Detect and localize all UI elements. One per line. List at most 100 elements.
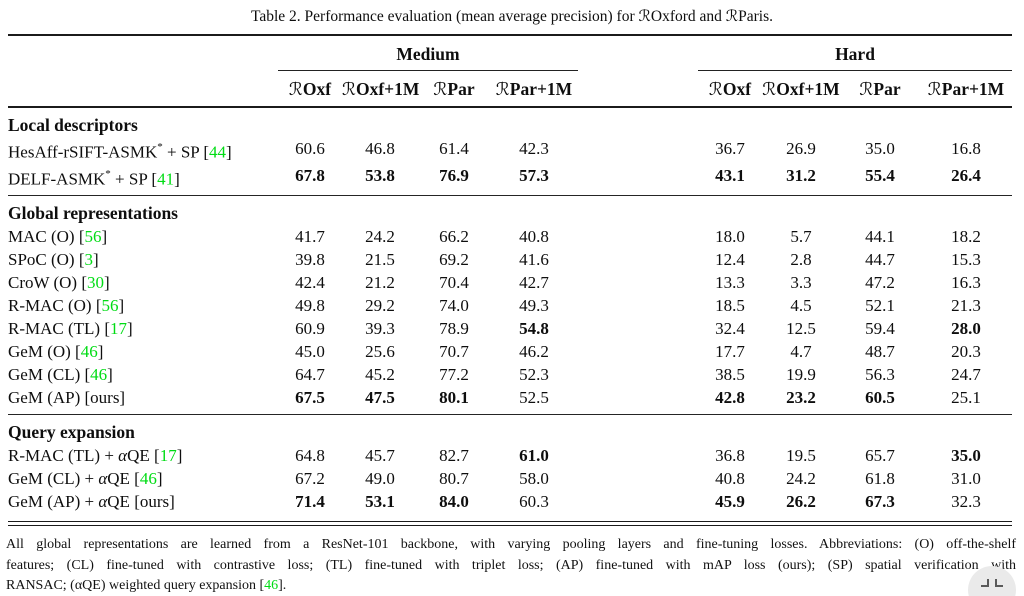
metric-value: 32.3 <box>951 492 981 512</box>
metric-value: 44.7 <box>865 250 895 270</box>
column-header: ℛPar <box>859 79 901 100</box>
citation-link[interactable]: 30 <box>87 273 104 293</box>
metric-value: 56.3 <box>865 365 895 385</box>
section-rule <box>8 414 1012 416</box>
method-label: CroW (O) [30] <box>8 273 110 293</box>
metric-value: 25.1 <box>951 388 981 408</box>
spacer-cell <box>578 36 698 71</box>
metric-value: 18.0 <box>715 227 745 247</box>
spacer-cell <box>578 137 698 164</box>
column-group-header-medium: Medium <box>278 36 578 71</box>
metric-value: 13.3 <box>715 273 745 293</box>
metric-value: 24.2 <box>365 227 395 247</box>
metric-value: 24.2 <box>786 469 816 489</box>
metric-value: 40.8 <box>715 469 745 489</box>
metric-value: 70.7 <box>439 342 469 362</box>
metric-value: 52.5 <box>519 388 549 408</box>
metric-value: 52.3 <box>519 365 549 385</box>
metric-value: 45.9 <box>715 492 745 512</box>
footnote-text: RANSAC; (αQE) weighted query expansion [ <box>6 578 265 594</box>
metric-value: 77.2 <box>439 365 469 385</box>
column-header: ℛPar+1M <box>927 79 1005 100</box>
metric-value: 31.0 <box>951 469 981 489</box>
citation-link[interactable]: 46 <box>139 469 157 489</box>
citation-link[interactable]: 56 <box>101 296 119 316</box>
metric-value: 15.3 <box>951 250 981 270</box>
metric-value: 80.7 <box>439 469 469 489</box>
metric-value: 58.0 <box>519 469 549 489</box>
metric-value: 70.4 <box>439 273 469 293</box>
metric-value: 84.0 <box>439 492 469 512</box>
metric-value: 43.1 <box>715 165 745 185</box>
spacer-cell <box>578 363 698 386</box>
metric-value: 55.4 <box>865 165 895 185</box>
footnote-line: All global representations are learned f… <box>6 537 1016 553</box>
metric-value: 45.7 <box>365 446 395 466</box>
metric-value: 53.8 <box>365 165 395 185</box>
citation-link[interactable]: 17 <box>109 319 127 339</box>
metric-value: 35.0 <box>951 446 981 466</box>
header-rule <box>8 106 1012 108</box>
citation-link[interactable]: 46 <box>90 365 108 385</box>
metric-value: 47.2 <box>865 273 895 293</box>
method-label: GeM (CL) + αQE [46] <box>8 469 163 489</box>
citation-link[interactable]: 46 <box>80 342 98 362</box>
metric-value: 78.9 <box>439 319 469 339</box>
citation-link[interactable]: 44 <box>209 142 227 162</box>
citation-link[interactable]: 56 <box>84 227 102 247</box>
metric-value: 57.3 <box>519 165 549 185</box>
column-header-row: ℛOxf ℛOxf+1M ℛPar ℛPar+1M ℛOxf ℛOxf+1M ℛPar ℛPa… <box>8 71 1012 106</box>
metric-value: 67.8 <box>295 165 325 185</box>
metric-value: 21.5 <box>365 250 395 270</box>
metric-value: 2.8 <box>790 250 812 270</box>
metric-value: 28.0 <box>951 319 981 339</box>
table-top-rule <box>8 34 1012 36</box>
metric-value: 25.6 <box>365 342 395 362</box>
metric-value: 18.2 <box>951 227 981 247</box>
gesture-mark-icon <box>981 579 989 587</box>
table-row: MAC (O) [56] 41.7 24.2 66.2 40.8 18.0 5.7 44.1 1… <box>8 225 1012 248</box>
metric-value: 42.7 <box>519 273 549 293</box>
table-row: R-MAC (TL) + αQE [17] 64.8 45.7 82.7 61.0 36.… <box>8 444 1012 467</box>
metric-value: 21.2 <box>365 273 395 293</box>
metric-value: 60.9 <box>295 319 325 339</box>
method-label: R-MAC (TL) [17] <box>8 319 133 339</box>
metric-value: 31.2 <box>786 165 816 185</box>
method-label: R-MAC (TL) + αQE [17] <box>8 446 183 466</box>
citation-link[interactable]: 41 <box>157 169 175 189</box>
metric-value: 36.8 <box>715 446 745 466</box>
column-header: ℛPar <box>433 79 475 100</box>
citation-link[interactable]: 46 <box>264 578 279 594</box>
metric-value: 42.4 <box>295 273 325 293</box>
section-header: Query expansion <box>8 422 135 443</box>
metric-value: 47.5 <box>365 388 395 408</box>
section-header-row: Local descriptors <box>8 108 1012 137</box>
section-header: Global representations <box>8 203 178 224</box>
metric-value: 41.7 <box>295 227 325 247</box>
table-row: CroW (O) [30] 42.4 21.2 70.4 42.7 13.3 3.3 47.2… <box>8 271 1012 294</box>
metric-value: 42.3 <box>519 139 549 158</box>
column-header: ℛOxf <box>288 79 332 100</box>
spacer-cell <box>578 340 698 363</box>
metric-value: 29.2 <box>365 296 395 316</box>
metric-value: 36.7 <box>715 139 745 158</box>
method-label: R-MAC (O) [56] <box>8 296 125 316</box>
metric-value: 42.8 <box>715 388 745 408</box>
citation-link[interactable]: 3 <box>84 250 94 270</box>
spacer-cell <box>578 164 698 191</box>
section-header: Local descriptors <box>8 115 138 135</box>
spacer-cell <box>578 386 698 409</box>
metric-value: 46.8 <box>365 139 395 158</box>
metric-value: 19.5 <box>786 446 816 466</box>
citation-link[interactable]: 17 <box>159 446 177 466</box>
column-header: ℛOxf+1M <box>762 79 840 100</box>
metric-value: 60.6 <box>295 139 325 158</box>
spacer-cell <box>578 225 698 248</box>
metric-value: 67.2 <box>295 469 325 489</box>
method-label: GeM (CL) [46] <box>8 365 113 385</box>
metric-value: 20.3 <box>951 342 981 362</box>
column-header: ℛPar+1M <box>495 79 573 100</box>
metric-value: 18.5 <box>715 296 745 316</box>
metric-value: 26.2 <box>786 492 816 512</box>
